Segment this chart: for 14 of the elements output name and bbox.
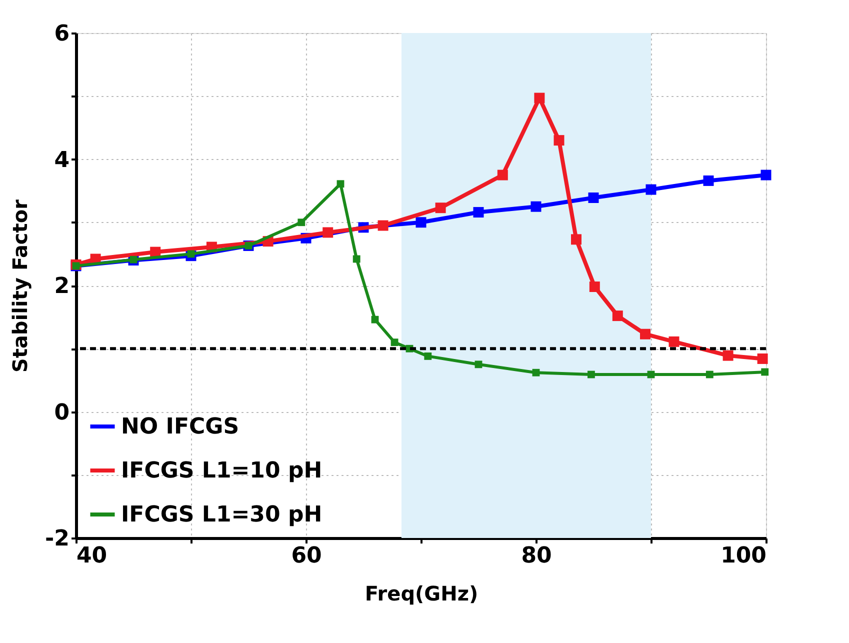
x-tick-label: 100 bbox=[720, 544, 766, 568]
x-tick-label: 60 bbox=[291, 544, 322, 568]
y-tick-label: 2 bbox=[54, 274, 70, 299]
x-tick-label: 40 bbox=[76, 544, 108, 568]
y-tick-label: 6 bbox=[54, 22, 70, 46]
y-tick-label: 0 bbox=[54, 400, 70, 426]
x-tick-label: 80 bbox=[521, 544, 552, 568]
y-tick-label: -2 bbox=[45, 526, 70, 552]
y-tick-label: 4 bbox=[54, 148, 70, 173]
legend-label: IFCGS L1=10 pH bbox=[121, 458, 322, 484]
x-axis-title: Freq(GHz) bbox=[364, 582, 478, 606]
legend-label: NO IFCGS bbox=[121, 414, 240, 440]
legend-label: IFCGS L1=30 pH bbox=[121, 502, 322, 528]
y-axis-title: Stability Factor bbox=[8, 199, 32, 372]
